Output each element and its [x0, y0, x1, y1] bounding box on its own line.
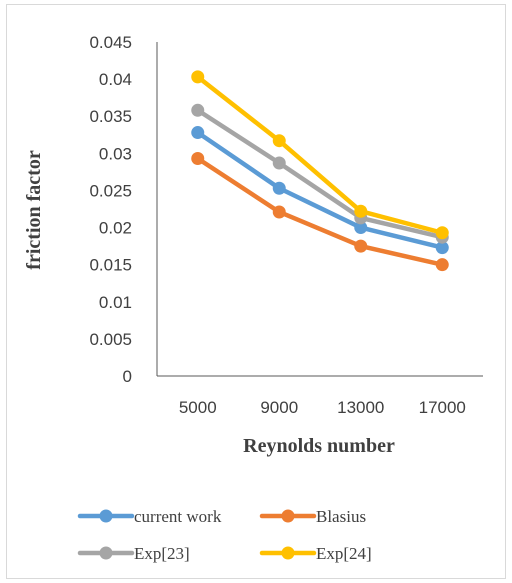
data-point-current-work [191, 126, 205, 140]
legend-label-exp-23: Exp[23] [134, 544, 190, 563]
chart-frame [6, 4, 506, 579]
legend-marker-exp-24 [281, 546, 295, 560]
legend-label-blasius: Blasius [316, 507, 366, 526]
data-point-blasius [272, 205, 286, 219]
x-tick-label: 5000 [179, 398, 217, 417]
data-point-blasius [435, 258, 449, 272]
x-axis-title: Reynolds number [243, 435, 395, 457]
legend-label-current-work: current work [134, 507, 222, 526]
y-tick-label: 0.015 [89, 256, 132, 275]
data-point-exp-24 [435, 226, 449, 240]
data-point-exp-24 [191, 70, 205, 84]
data-point-exp-24 [272, 134, 286, 148]
series-line-exp-24 [195, 74, 445, 236]
data-point-blasius [191, 152, 205, 166]
series-line-blasius [195, 156, 445, 267]
data-point-current-work [272, 181, 286, 195]
y-axis-title: friction factor [23, 150, 45, 270]
legend-marker-exp-23 [99, 546, 113, 560]
y-tick-label: 0.025 [89, 181, 132, 200]
data-point-exp-23 [272, 156, 286, 170]
legend-marker-blasius [281, 509, 295, 523]
data-point-current-work [354, 221, 368, 235]
legend-label-exp-24: Exp[24] [316, 544, 372, 563]
series-line-exp-23 [195, 108, 445, 240]
x-tick-label: 9000 [260, 398, 298, 417]
y-tick-label: 0 [123, 367, 132, 386]
y-tick-label: 0.02 [99, 219, 132, 238]
y-tick-label: 0.045 [89, 33, 132, 52]
y-tick-label: 0.005 [89, 330, 132, 349]
y-tick-label: 0.04 [99, 70, 132, 89]
x-tick-label: 13000 [337, 398, 384, 417]
series-line-current-work [195, 130, 445, 250]
data-point-blasius [354, 239, 368, 253]
y-tick-label: 0.01 [99, 293, 132, 312]
y-tick-label: 0.035 [89, 107, 132, 126]
data-point-exp-24 [354, 204, 368, 218]
data-point-current-work [435, 241, 449, 255]
y-tick-label: 0.03 [99, 144, 132, 163]
data-point-exp-23 [191, 103, 205, 117]
x-tick-label: 17000 [419, 398, 466, 417]
legend-marker-current-work [99, 509, 113, 523]
